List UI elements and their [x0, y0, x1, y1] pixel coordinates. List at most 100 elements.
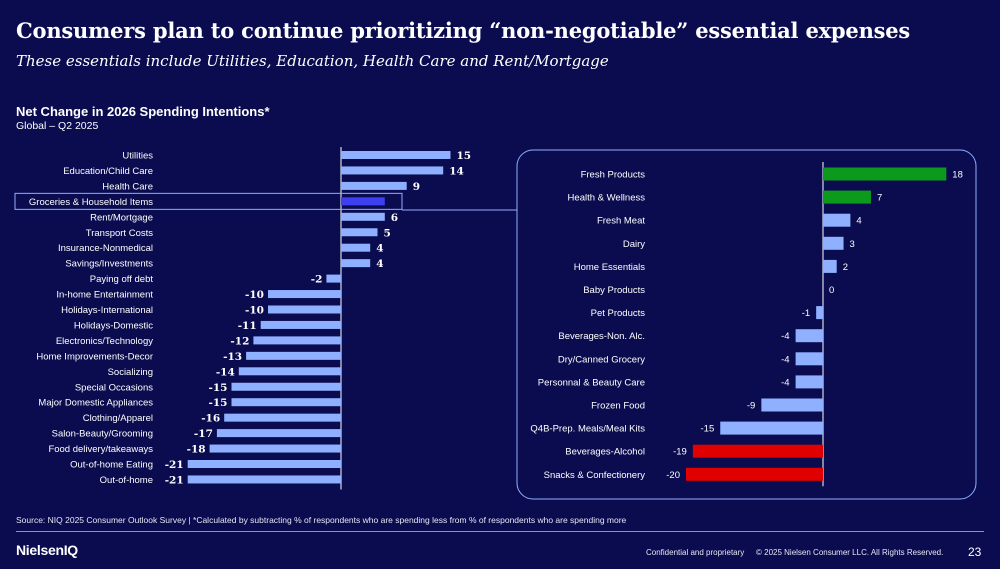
right-category-label: Frozen Food — [591, 401, 645, 412]
right-bar — [692, 444, 823, 458]
left-category-label: Insurance-Nonmedical — [58, 243, 153, 254]
left-data-label: -14 — [216, 366, 235, 378]
left-data-label: -21 — [165, 459, 184, 471]
left-data-label: -16 — [201, 413, 220, 425]
left-bar — [341, 243, 371, 252]
left-category-label: Out-of-home Eating — [70, 460, 153, 471]
left-bar — [253, 336, 341, 345]
right-bar — [795, 329, 823, 343]
left-bar — [231, 398, 341, 407]
right-data-label: -4 — [781, 331, 789, 342]
right-bar — [795, 352, 823, 366]
left-bar — [326, 274, 341, 283]
left-category-label: Salon-Beauty/Grooming — [52, 429, 153, 440]
right-bar — [823, 167, 947, 181]
right-category-label: Fresh Meat — [597, 216, 645, 227]
source-note: Source: NIQ 2025 Consumer Outlook Survey… — [16, 515, 627, 525]
right-data-label: -15 — [701, 424, 715, 435]
right-category-label: Dry/Canned Grocery — [558, 354, 645, 365]
left-category-label: Food delivery/takeaways — [48, 444, 153, 455]
right-bar — [795, 375, 823, 389]
left-category-label: Socializing — [108, 367, 153, 378]
right-category-label: Fresh Products — [581, 170, 646, 181]
footer-divider — [16, 531, 984, 532]
right-data-label: 7 — [877, 193, 882, 204]
left-bar — [224, 413, 341, 422]
right-data-label: 18 — [952, 170, 963, 181]
left-data-label: -15 — [209, 397, 228, 409]
page-number: 23 — [968, 545, 982, 559]
right-category-label: Beverages-Non. Alc. — [558, 331, 645, 342]
right-category-label: Personnal & Beauty Care — [538, 377, 645, 388]
left-category-label: Special Occasions — [75, 382, 153, 393]
right-data-label: -9 — [747, 401, 755, 412]
left-category-label: Groceries & Household Items — [29, 197, 153, 208]
left-bar — [268, 290, 341, 299]
left-bar — [268, 305, 341, 314]
right-data-label: -19 — [673, 447, 687, 458]
right-bar — [816, 306, 823, 320]
right-bar — [686, 467, 823, 481]
left-category-label: Major Domestic Appliances — [38, 398, 153, 409]
left-category-label: Clothing/Apparel — [83, 413, 153, 424]
left-data-label: -21 — [165, 474, 184, 486]
left-data-label: 9 — [413, 181, 420, 193]
left-bar — [209, 444, 341, 453]
left-bar — [187, 460, 341, 468]
copyright-note: © 2025 Nielsen Consumer LLC. All Rights … — [756, 548, 944, 557]
left-bar — [341, 151, 451, 159]
left-data-label: -11 — [238, 320, 257, 332]
left-category-label: Out-of-home — [100, 475, 153, 486]
right-data-label: -4 — [781, 354, 789, 365]
right-data-label: -1 — [802, 308, 810, 319]
left-bar — [341, 181, 407, 190]
left-data-label: 6 — [391, 212, 398, 224]
left-data-label: -2 — [311, 274, 323, 286]
left-category-label: Transport Costs — [86, 228, 153, 239]
right-bar — [823, 236, 844, 250]
nielseniq-logo: NielsenIQ — [16, 542, 78, 558]
left-data-label: -10 — [245, 305, 264, 317]
left-bar — [260, 320, 341, 329]
left-category-label: Education/Child Care — [63, 166, 153, 177]
left-data-label: 5 — [384, 227, 391, 239]
right-data-label: 2 — [843, 262, 848, 273]
right-category-label: Home Essentials — [574, 262, 646, 273]
right-bar — [823, 213, 851, 227]
left-data-label: -18 — [187, 444, 206, 456]
left-data-label: -10 — [245, 289, 264, 301]
left-category-label: Utilities — [122, 151, 153, 162]
left-data-label: -12 — [230, 335, 249, 347]
breakdown-panel — [516, 149, 977, 500]
confidential-note: Confidential and proprietary — [646, 548, 745, 557]
right-data-label: 4 — [856, 216, 861, 227]
left-bar — [341, 259, 371, 268]
right-bar — [720, 421, 823, 435]
right-category-label: Baby Products — [583, 285, 645, 296]
left-category-label: Paying off debt — [90, 274, 154, 285]
right-data-label: -4 — [781, 377, 789, 388]
right-category-label: Q4B-Prep. Meals/Meal Kits — [530, 424, 645, 435]
left-data-label: -13 — [223, 351, 242, 363]
left-category-label: Savings/Investments — [65, 259, 153, 270]
right-bar — [823, 259, 837, 273]
left-data-label: 4 — [376, 243, 383, 255]
left-bar — [246, 351, 341, 360]
left-data-label: 15 — [457, 150, 472, 162]
left-category-label: Electronics/Technology — [56, 336, 153, 347]
left-category-label: Home Improvements-Decor — [36, 351, 153, 362]
right-category-label: Snacks & Confectionery — [544, 470, 646, 481]
left-bar — [341, 212, 385, 221]
right-category-label: Health & Wellness — [568, 193, 646, 204]
left-bar — [341, 197, 385, 206]
right-bar — [761, 398, 823, 412]
left-category-label: Holidays-Domestic — [74, 320, 153, 331]
right-category-label: Pet Products — [591, 308, 646, 319]
left-category-label: Holidays-International — [61, 305, 153, 316]
left-bar — [341, 228, 378, 237]
right-data-label: 0 — [829, 285, 834, 296]
chart-title: Net Change in 2026 Spending Intentions* — [16, 104, 270, 119]
right-data-label: 3 — [850, 239, 855, 250]
right-bar — [823, 190, 871, 204]
